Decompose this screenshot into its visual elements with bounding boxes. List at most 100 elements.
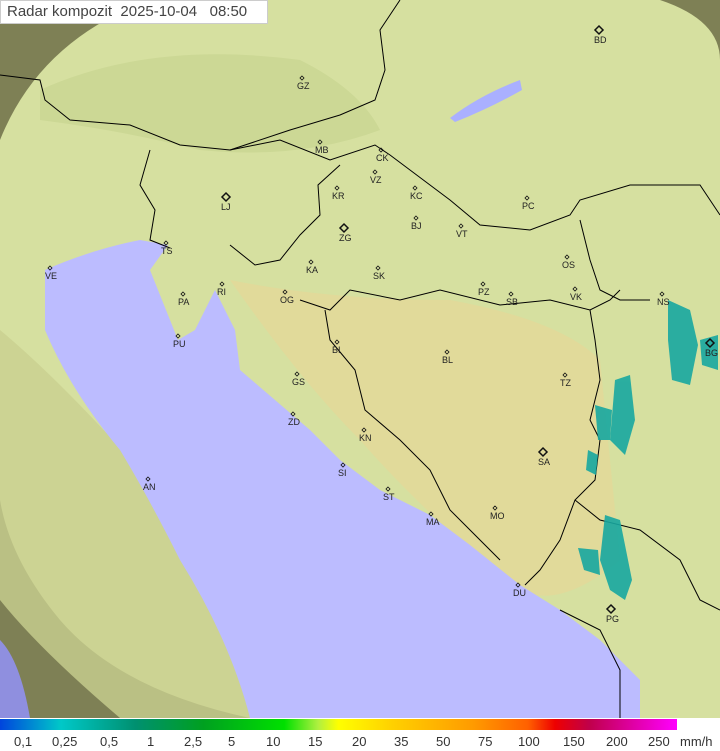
echo-cell: [600, 515, 632, 600]
legend-label: 1: [147, 734, 155, 749]
radar-map[interactable]: BD GZ MB CK VZ KR KC LJ PC BJ ZG VT TS VE RI KA SK OS PA PZ…: [0, 0, 720, 718]
city-marker-icon: [605, 603, 617, 615]
city-label: MO: [490, 511, 505, 521]
city-label: ZD: [288, 417, 300, 427]
city-label: VE: [45, 271, 57, 281]
legend-unit: mm/h: [680, 734, 713, 749]
city-label: NS: [657, 297, 670, 307]
city-label: BL: [442, 355, 453, 365]
city-marker-icon: [220, 191, 232, 203]
legend-label: 150: [563, 734, 585, 749]
city-label: DU: [513, 588, 526, 598]
city-label: BJ: [411, 221, 422, 231]
sea-corner: [0, 640, 30, 718]
city-marker-icon: [562, 372, 568, 378]
echo-cell: [668, 300, 698, 385]
city-marker-icon: [385, 486, 391, 492]
city-marker-icon: [338, 222, 350, 234]
city-label: BD: [594, 35, 607, 45]
city-marker-icon: [317, 139, 323, 145]
legend-labels: 0,1 0,25 0,5 1 2,5 5 10 15 20 35 50 75 100 150 200 250 m…: [0, 734, 720, 751]
legend-label: 15: [308, 734, 323, 749]
city-label: GZ: [297, 81, 310, 91]
city-label: OG: [280, 295, 294, 305]
city-label: BG: [705, 348, 718, 358]
city-label: PA: [178, 297, 189, 307]
city-marker-icon: [334, 339, 340, 345]
city-marker-icon: [372, 169, 378, 175]
city-label: SI: [338, 468, 347, 478]
city-label: ZG: [339, 233, 352, 243]
city-label: RI: [217, 287, 226, 297]
legend-label: 2,5: [184, 734, 203, 749]
city-label: TS: [161, 246, 173, 256]
city-label: KN: [359, 433, 372, 443]
city-label: VZ: [370, 175, 382, 185]
city-label: KA: [306, 265, 318, 275]
city-marker-icon: [515, 582, 521, 588]
city-label: MB: [315, 145, 329, 155]
city-marker-icon: [375, 265, 381, 271]
city-marker-icon: [564, 254, 570, 260]
city-label: VK: [570, 292, 582, 302]
legend-label: 250: [648, 734, 670, 749]
city-label: PU: [173, 339, 186, 349]
city-label: CK: [376, 153, 389, 163]
city-marker-icon: [282, 289, 288, 295]
city-marker-icon: [334, 185, 340, 191]
city-label: ST: [383, 492, 395, 502]
city-label: MA: [426, 517, 440, 527]
legend-label: 10: [266, 734, 281, 749]
precipitation-legend-scale: [0, 719, 677, 730]
legend-label: 0,25: [52, 734, 78, 749]
city-label: SK: [373, 271, 385, 281]
legend-label: 100: [518, 734, 540, 749]
city-marker-icon: [537, 446, 549, 458]
lake-balaton: [450, 80, 522, 122]
city-marker-icon: [444, 349, 450, 355]
city-marker-icon: [145, 476, 151, 482]
echo-cell: [578, 548, 600, 575]
city-marker-icon: [290, 411, 296, 417]
echo-cell: [586, 450, 598, 475]
legend-label: 50: [436, 734, 451, 749]
city-marker-icon: [180, 291, 186, 297]
city-marker-icon: [480, 281, 486, 287]
city-marker-icon: [219, 281, 225, 287]
city-marker-icon: [47, 265, 53, 271]
city-marker-icon: [378, 147, 384, 153]
city-label: SB: [506, 297, 518, 307]
city-label: VT: [456, 229, 468, 239]
country-borders: [0, 0, 720, 718]
city-label: AN: [143, 482, 156, 492]
city-marker-icon: [175, 333, 181, 339]
legend-label: 75: [478, 734, 493, 749]
terrain-north: [40, 54, 380, 153]
echo-cell: [610, 375, 635, 455]
city-marker-icon: [458, 223, 464, 229]
city-label: GS: [292, 377, 305, 387]
city-marker-icon: [508, 291, 514, 297]
terrain-dinaric: [230, 280, 620, 596]
city-marker-icon: [704, 337, 716, 349]
sea-adriatic: [45, 240, 640, 718]
city-label: KC: [410, 191, 423, 201]
city-label: PZ: [478, 287, 490, 297]
radar-echoes: [578, 300, 718, 600]
legend-label: 0,1: [14, 734, 33, 749]
city-marker-icon: [163, 240, 169, 246]
map-title: Radar kompozit 2025-10-04 08:50: [0, 0, 268, 24]
city-label: OS: [562, 260, 575, 270]
city-marker-icon: [428, 511, 434, 517]
city-label: PC: [522, 201, 535, 211]
city-marker-icon: [361, 427, 367, 433]
city-label: KR: [332, 191, 345, 201]
legend-label: 35: [394, 734, 409, 749]
city-marker-icon: [413, 215, 419, 221]
city-marker-icon: [492, 505, 498, 511]
city-marker-icon: [572, 286, 578, 292]
city-marker-icon: [308, 259, 314, 265]
city-marker-icon: [593, 24, 605, 36]
legend-label: 20: [352, 734, 367, 749]
city-markers: BD GZ MB CK VZ KR KC LJ PC BJ ZG VT TS VE RI KA SK OS PA PZ…: [45, 24, 718, 624]
